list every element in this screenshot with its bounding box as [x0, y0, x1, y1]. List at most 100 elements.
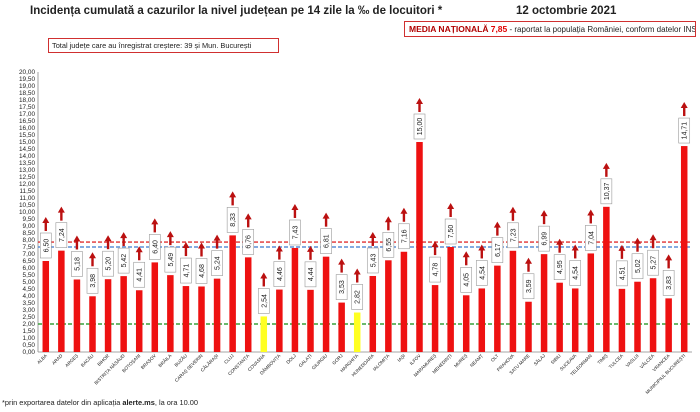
value-label-text: 3,59 — [526, 279, 533, 293]
value-label: 4,54 — [475, 260, 488, 286]
bar — [618, 288, 626, 352]
category-label: GORJ — [331, 353, 344, 366]
increase-arrow-head — [431, 241, 439, 248]
value-label: 4,54 — [569, 260, 582, 286]
increase-arrow-head — [275, 245, 283, 252]
category-label: MUREȘ — [453, 353, 468, 368]
value-label-text: 7,43 — [292, 226, 299, 240]
value-label-box — [429, 256, 441, 283]
y-tick-label: 5,50 — [23, 272, 36, 279]
value-label-box — [538, 225, 550, 252]
bar — [260, 316, 268, 352]
y-tick-label: 0,00 — [23, 349, 36, 356]
increase-arrow-head — [260, 272, 268, 279]
value-label: 4,46 — [273, 261, 286, 287]
category-label: SĂLAJ — [532, 352, 546, 366]
y-tick-label: 8,50 — [23, 230, 36, 237]
increase-arrow-head — [634, 237, 641, 244]
bar — [73, 279, 81, 352]
value-label: 5,49 — [164, 246, 177, 273]
bar — [416, 142, 423, 352]
y-tick-label: 15,00 — [19, 139, 35, 146]
increase-arrow-head — [291, 203, 299, 210]
value-label: 6,55 — [382, 232, 395, 258]
value-label-text: 7,23 — [510, 228, 517, 242]
value-label-text: 3,53 — [339, 280, 346, 294]
bar — [556, 282, 563, 352]
value-label: 4,68 — [195, 258, 208, 284]
value-label-box — [304, 261, 317, 288]
category-label: BUZĂU — [173, 352, 188, 367]
value-label-box — [616, 260, 628, 287]
value-label: 6,50 — [39, 232, 52, 259]
value-label-box — [600, 178, 613, 205]
value-label-text: 5,49 — [168, 253, 175, 267]
increase-count-box: Total județe care au înregistrat creșter… — [48, 38, 279, 53]
category-label: VASLUI — [625, 353, 640, 368]
value-label-text: 5,27 — [651, 256, 658, 270]
increase-arrow-head — [509, 206, 517, 213]
value-label-box — [39, 232, 52, 259]
value-label: 3,53 — [335, 274, 348, 300]
value-label-text: 5,42 — [121, 254, 128, 268]
increase-arrow-head — [525, 257, 532, 264]
value-label-box — [148, 234, 161, 260]
increase-arrow-head — [369, 231, 377, 238]
value-label-box — [647, 249, 659, 276]
bar — [385, 260, 392, 352]
value-label: 4,71 — [180, 257, 192, 284]
bar — [307, 289, 314, 352]
y-tick-label: 5,00 — [23, 279, 36, 286]
value-label: 6,76 — [242, 229, 255, 255]
value-label: 2,54 — [257, 288, 270, 314]
increase-arrow-head — [182, 242, 190, 249]
y-tick-label: 8,00 — [23, 237, 36, 244]
value-label: 7,16 — [398, 223, 410, 250]
value-label-box — [382, 232, 395, 258]
value-label: 6,99 — [538, 225, 550, 252]
category-label: BRAȘOV — [140, 353, 158, 371]
value-label-text: 3,98 — [90, 274, 97, 288]
increase-arrow-head — [462, 251, 470, 258]
value-label-text: 7,50 — [448, 225, 455, 239]
value-label-text: 4,68 — [199, 264, 206, 278]
value-label: 4,44 — [304, 261, 317, 288]
y-tick-label: 14,00 — [19, 153, 35, 160]
increase-arrow-head — [244, 213, 252, 220]
value-label-text: 6,40 — [152, 240, 159, 254]
value-label-text: 6,99 — [542, 232, 549, 246]
value-label-text: 4,46 — [277, 267, 284, 281]
y-tick-label: 12,00 — [19, 181, 35, 188]
y-tick-label: 16,50 — [19, 118, 35, 125]
value-label: 7,43 — [289, 219, 301, 246]
bar — [431, 285, 439, 352]
value-label: 5,24 — [211, 250, 223, 276]
y-tick-label: 17,00 — [19, 111, 35, 118]
increase-arrow-head — [556, 238, 564, 245]
y-tick-label: 19,50 — [19, 76, 35, 83]
y-tick-label: 4,00 — [23, 293, 36, 300]
value-label: 6,40 — [148, 234, 161, 260]
y-axis-ticks: 0,000,501,001,502,002,503,003,504,004,50… — [19, 69, 35, 356]
value-label: 4,05 — [460, 266, 473, 293]
bar — [494, 265, 501, 352]
y-tick-label: 11,00 — [19, 195, 35, 202]
increase-arrow-head — [338, 258, 346, 265]
bar — [665, 298, 672, 352]
value-label: 3,59 — [522, 273, 535, 300]
value-label-box — [102, 250, 114, 277]
y-tick-label: 7,00 — [23, 251, 36, 258]
increase-arrow-head — [57, 206, 65, 213]
increase-arrow-head — [322, 212, 330, 219]
value-label-box — [211, 250, 223, 276]
bar — [229, 235, 236, 352]
value-label-box — [55, 222, 68, 248]
increase-arrow-head — [104, 235, 112, 242]
y-tick-label: 11,50 — [19, 188, 35, 195]
increase-arrow-head — [307, 245, 314, 252]
y-tick-label: 10,50 — [19, 202, 35, 209]
increase-arrow-head — [680, 102, 688, 109]
y-tick-label: 13,50 — [19, 160, 35, 167]
bar — [634, 281, 641, 352]
